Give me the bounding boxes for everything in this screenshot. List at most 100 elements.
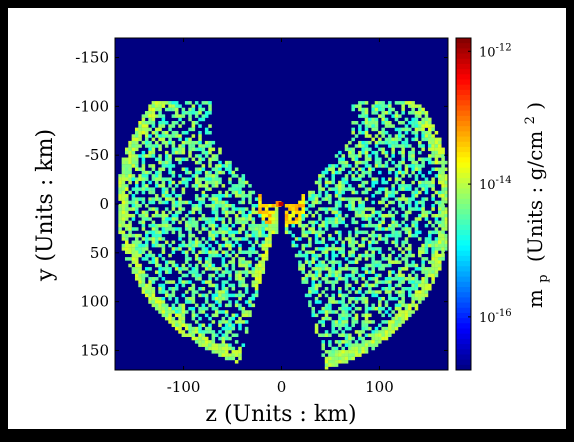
heatmap-cell xyxy=(141,174,146,178)
heatmap-cell xyxy=(218,346,222,351)
heatmap-cell xyxy=(221,310,226,314)
heatmap-cell xyxy=(211,223,216,228)
heatmap-cell xyxy=(338,204,342,208)
heatmap-cell xyxy=(158,197,162,201)
heatmap-cell xyxy=(421,277,425,281)
heatmap-cell xyxy=(374,144,379,148)
heatmap-cell xyxy=(338,360,342,364)
colorbar-segment xyxy=(456,281,471,288)
heatmap-cell xyxy=(321,323,325,328)
heatmap-cell xyxy=(394,177,399,181)
heatmap-cell xyxy=(178,243,182,248)
heatmap-cell xyxy=(328,353,332,357)
heatmap-cell xyxy=(191,223,196,228)
heatmap-cell xyxy=(121,220,126,225)
heatmap-cell xyxy=(334,270,339,274)
heatmap-cell xyxy=(328,310,332,314)
heatmap-cell xyxy=(361,240,365,245)
heatmap-cell xyxy=(441,187,445,191)
heatmap-cell xyxy=(354,197,359,201)
heatmap-cell xyxy=(241,263,246,268)
heatmap-cell xyxy=(231,350,236,354)
heatmap-cell xyxy=(134,260,139,264)
heatmap-cell xyxy=(291,213,296,218)
heatmap-cell xyxy=(214,207,219,211)
heatmap-cell xyxy=(414,207,419,211)
heatmap-cell xyxy=(378,250,382,254)
heatmap-cell xyxy=(224,287,229,291)
heatmap-cell xyxy=(224,263,229,268)
heatmap-cell xyxy=(434,213,439,218)
heatmap-cell xyxy=(438,144,442,148)
heatmap-cell xyxy=(224,190,229,195)
heatmap-cell xyxy=(221,263,226,268)
heatmap-cell xyxy=(384,233,389,238)
heatmap-cell xyxy=(361,160,365,165)
heatmap-cell xyxy=(308,240,312,245)
heatmap-cell xyxy=(324,310,329,314)
heatmap-cell xyxy=(424,277,429,281)
heatmap-cell xyxy=(328,350,332,354)
heatmap-cell xyxy=(318,293,322,298)
heatmap-cell xyxy=(381,200,385,205)
heatmap-cell xyxy=(341,157,345,162)
heatmap-cell xyxy=(211,227,216,231)
heatmap-cell xyxy=(241,217,246,221)
heatmap-cell xyxy=(154,257,159,261)
heatmap-cell xyxy=(134,177,139,181)
heatmap-cell xyxy=(348,233,352,238)
colorbar-segment xyxy=(456,318,471,324)
heatmap-cell xyxy=(161,124,166,128)
heatmap-cell xyxy=(368,174,372,178)
heatmap-cell xyxy=(421,174,425,178)
heatmap-cell xyxy=(154,303,159,308)
heatmap-cell xyxy=(408,233,412,238)
heatmap-cell xyxy=(171,217,176,221)
heatmap-cell xyxy=(218,177,222,181)
heatmap-cell xyxy=(198,130,202,135)
heatmap-cell xyxy=(184,170,189,175)
heatmap-cell xyxy=(171,287,176,291)
heatmap-cell xyxy=(221,194,226,198)
heatmap-cell xyxy=(148,197,152,201)
heatmap-cell xyxy=(211,253,216,258)
heatmap-cell xyxy=(428,160,432,165)
heatmap-cell xyxy=(318,253,322,258)
heatmap-cell xyxy=(431,154,435,158)
heatmap-cell xyxy=(321,333,325,337)
heatmap-cell xyxy=(194,220,199,225)
heatmap-cell xyxy=(358,160,362,165)
heatmap-cell xyxy=(268,243,272,248)
heatmap-cell xyxy=(391,240,395,245)
heatmap-cell xyxy=(128,177,132,181)
heatmap-cell xyxy=(431,150,435,155)
heatmap-cell xyxy=(158,104,162,108)
heatmap-cell xyxy=(241,270,246,274)
heatmap-cell xyxy=(398,293,402,298)
heatmap-cell xyxy=(168,310,172,314)
heatmap-cell xyxy=(361,273,365,278)
heatmap-cell xyxy=(328,303,332,308)
heatmap-cell xyxy=(371,340,375,344)
heatmap-cell xyxy=(201,310,206,314)
heatmap-cell xyxy=(371,111,375,115)
heatmap-cell xyxy=(128,213,132,218)
heatmap-cell xyxy=(354,330,359,334)
heatmap-cell xyxy=(404,260,409,264)
heatmap-cell xyxy=(334,184,339,188)
heatmap-cell xyxy=(268,217,272,221)
heatmap-cell xyxy=(168,293,172,298)
heatmap-cell xyxy=(208,187,212,191)
heatmap-cell xyxy=(408,101,412,105)
heatmap-cell xyxy=(404,306,409,311)
colorbar-segment xyxy=(456,63,471,70)
heatmap-cell xyxy=(391,124,395,128)
heatmap-cell xyxy=(128,223,132,228)
colorbar-segment xyxy=(456,271,471,278)
heatmap-cell xyxy=(398,187,402,191)
heatmap-cell xyxy=(148,290,152,294)
colorbar-segment xyxy=(456,349,471,355)
heatmap-cell xyxy=(164,134,169,138)
heatmap-cell xyxy=(351,247,355,251)
heatmap-cell xyxy=(158,167,162,171)
